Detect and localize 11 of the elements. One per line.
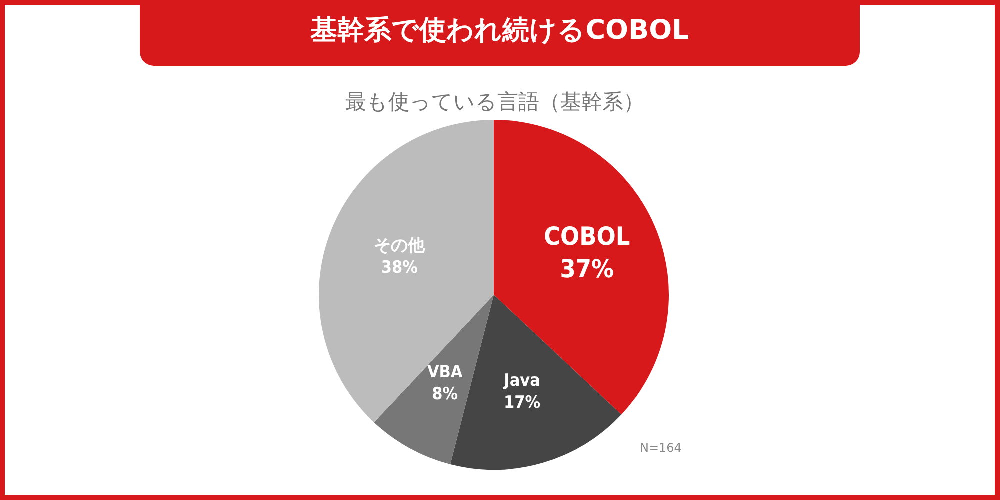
data-label: 37%	[560, 254, 614, 284]
data-label: 38%	[381, 258, 418, 278]
slice-label: Java	[503, 370, 540, 391]
text: N=164	[640, 441, 682, 455]
data-label: 17%	[504, 392, 541, 413]
chart-title: 基幹系で使われ続けるCOBOL	[140, 0, 860, 66]
slice-label: VBA	[427, 362, 463, 382]
slice-label: COBOL	[544, 222, 630, 251]
data-label: 8%	[432, 384, 458, 404]
slice-label: その他	[374, 236, 426, 256]
chart-subtitle: 最も使っている言語（基幹系）	[344, 89, 646, 116]
